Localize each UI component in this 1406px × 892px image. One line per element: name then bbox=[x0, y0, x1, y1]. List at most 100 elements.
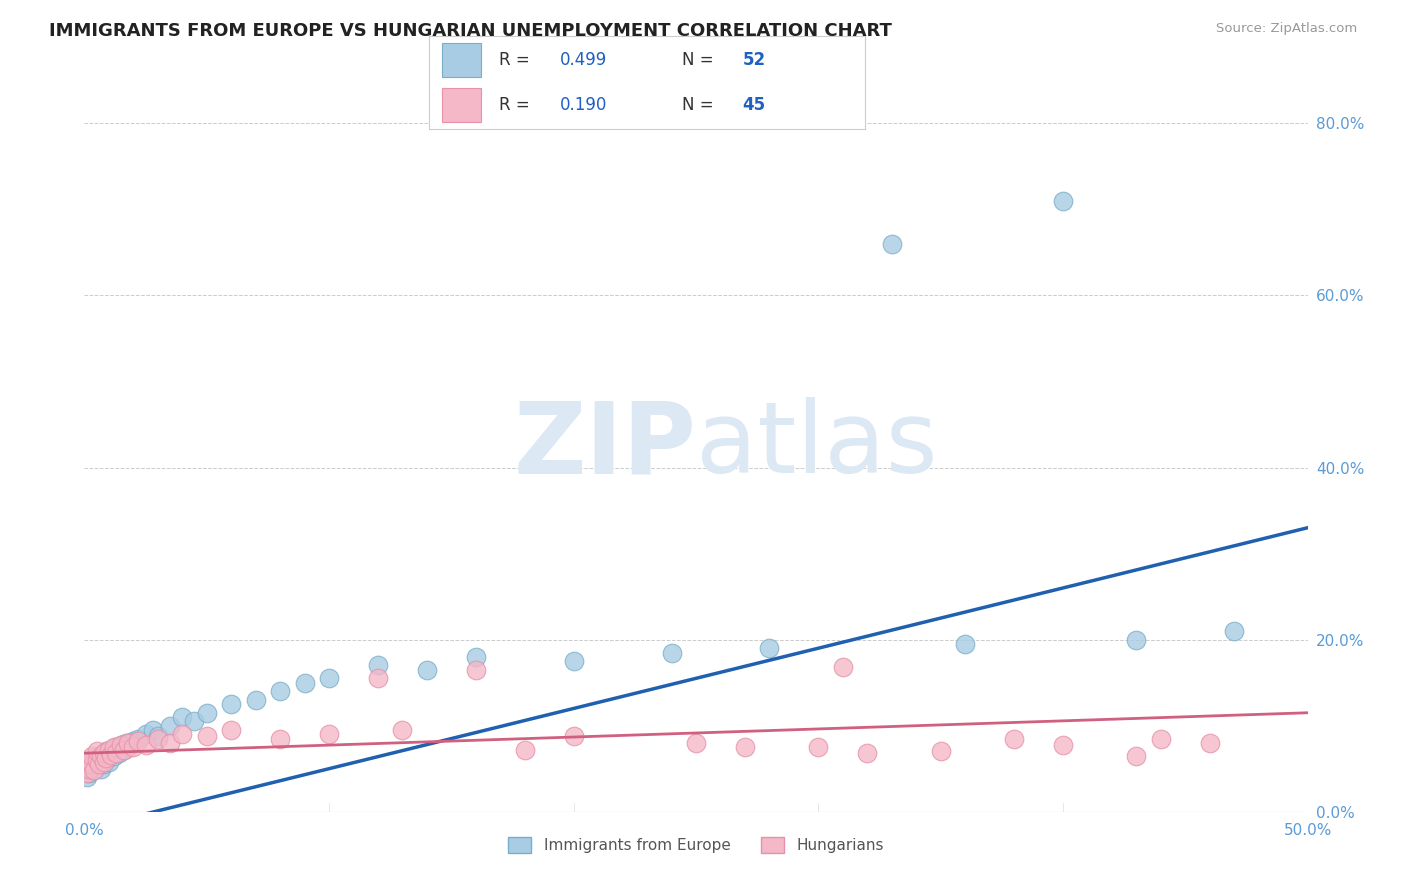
Point bbox=[96, 751, 118, 765]
Point bbox=[105, 746, 128, 760]
Point bbox=[90, 748, 112, 763]
FancyBboxPatch shape bbox=[441, 88, 481, 122]
FancyBboxPatch shape bbox=[441, 43, 481, 77]
Point bbox=[953, 637, 976, 651]
Point bbox=[1125, 748, 1147, 763]
Point bbox=[661, 646, 683, 660]
Point bbox=[135, 738, 157, 752]
Point bbox=[416, 663, 439, 677]
Point bbox=[103, 740, 125, 755]
Text: 45: 45 bbox=[742, 96, 766, 114]
Point bbox=[112, 743, 135, 757]
Text: IMMIGRANTS FROM EUROPE VS HUNGARIAN UNEMPLOYMENT CORRELATION CHART: IMMIGRANTS FROM EUROPE VS HUNGARIAN UNEM… bbox=[49, 22, 891, 40]
Text: 0.190: 0.190 bbox=[560, 96, 607, 114]
Point bbox=[112, 743, 135, 757]
Point bbox=[159, 736, 181, 750]
Point bbox=[80, 757, 103, 772]
Text: atlas: atlas bbox=[696, 398, 938, 494]
Point bbox=[115, 736, 138, 750]
Point bbox=[183, 714, 205, 729]
Point bbox=[117, 736, 139, 750]
Legend: Immigrants from Europe, Hungarians: Immigrants from Europe, Hungarians bbox=[502, 830, 890, 859]
Point bbox=[856, 746, 879, 760]
Text: Source: ZipAtlas.com: Source: ZipAtlas.com bbox=[1216, 22, 1357, 36]
Point bbox=[86, 751, 108, 765]
Point bbox=[93, 755, 115, 769]
Point bbox=[172, 710, 194, 724]
Point bbox=[807, 740, 830, 755]
Point bbox=[1002, 731, 1025, 746]
Point bbox=[110, 738, 132, 752]
Point bbox=[269, 731, 291, 746]
Point bbox=[219, 723, 242, 737]
Point bbox=[96, 753, 118, 767]
Point bbox=[86, 760, 108, 774]
Point bbox=[86, 753, 108, 767]
Point bbox=[83, 755, 105, 769]
Point bbox=[117, 740, 139, 755]
Point bbox=[87, 748, 110, 763]
Point bbox=[269, 684, 291, 698]
Point bbox=[159, 719, 181, 733]
Point bbox=[367, 658, 389, 673]
Point bbox=[80, 762, 103, 776]
Point bbox=[195, 729, 218, 743]
Point bbox=[96, 744, 118, 758]
Point bbox=[562, 654, 585, 668]
Point bbox=[87, 757, 110, 772]
Text: R =: R = bbox=[499, 96, 534, 114]
Point bbox=[107, 746, 129, 760]
Point bbox=[1198, 736, 1220, 750]
Point bbox=[880, 236, 903, 251]
Point bbox=[929, 744, 952, 758]
Point bbox=[758, 641, 780, 656]
Text: R =: R = bbox=[499, 51, 534, 69]
Point bbox=[122, 740, 145, 755]
Point bbox=[1052, 738, 1074, 752]
Point bbox=[464, 663, 486, 677]
Text: 52: 52 bbox=[742, 51, 766, 69]
Point bbox=[391, 723, 413, 737]
Point bbox=[734, 740, 756, 755]
Point bbox=[97, 743, 120, 757]
Point bbox=[90, 753, 112, 767]
Point bbox=[97, 755, 120, 769]
Text: 0.499: 0.499 bbox=[560, 51, 607, 69]
Point bbox=[127, 734, 149, 748]
Point bbox=[146, 729, 169, 743]
Point bbox=[464, 649, 486, 664]
Point bbox=[103, 748, 125, 763]
Point bbox=[77, 766, 100, 780]
Point bbox=[318, 671, 340, 685]
Point bbox=[1125, 632, 1147, 647]
Point bbox=[122, 734, 145, 748]
Point bbox=[1052, 194, 1074, 208]
Point bbox=[146, 731, 169, 746]
Point bbox=[80, 753, 103, 767]
Text: ZIP: ZIP bbox=[513, 398, 696, 494]
Point bbox=[219, 697, 242, 711]
Point bbox=[93, 748, 115, 763]
Point bbox=[318, 727, 340, 741]
Point bbox=[172, 727, 194, 741]
Point bbox=[80, 748, 103, 763]
Text: N =: N = bbox=[682, 51, 718, 69]
Point bbox=[1223, 624, 1246, 638]
Point bbox=[83, 764, 105, 778]
Point bbox=[110, 738, 132, 752]
Point bbox=[83, 764, 105, 778]
Point bbox=[1150, 731, 1173, 746]
Point bbox=[77, 757, 100, 772]
Point bbox=[562, 729, 585, 743]
Point bbox=[685, 736, 707, 750]
Point bbox=[76, 770, 98, 784]
Point bbox=[93, 746, 115, 760]
Point bbox=[135, 727, 157, 741]
Point bbox=[127, 731, 149, 746]
Point bbox=[142, 723, 165, 737]
Point bbox=[367, 671, 389, 685]
Point bbox=[105, 740, 128, 755]
Point bbox=[77, 762, 100, 776]
Point bbox=[76, 766, 98, 780]
Text: N =: N = bbox=[682, 96, 718, 114]
